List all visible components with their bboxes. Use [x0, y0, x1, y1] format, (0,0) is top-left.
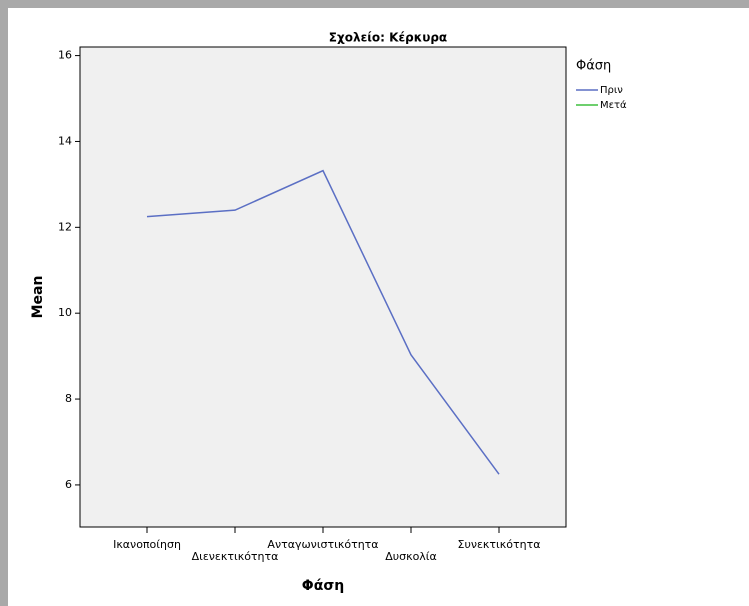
y-tick-label: 6 — [65, 478, 72, 491]
y-tick-label: 12 — [58, 220, 72, 233]
y-axis-title: Mean — [30, 276, 46, 319]
x-tick-label: Συνεκτικότητα — [458, 538, 541, 551]
frame-top — [0, 0, 749, 8]
y-tick-label: 10 — [58, 306, 72, 319]
y-tick-label: 14 — [58, 134, 72, 147]
chart-title: Σχολείο: Κέρκυρα — [329, 31, 447, 45]
plot-area — [79, 46, 567, 528]
line-series — [146, 169, 500, 475]
x-tick-label: Δυσκολία — [385, 550, 437, 563]
legend-label: Μετά — [600, 99, 627, 111]
x-axis-title: Φάση — [302, 578, 344, 594]
legend-label: Πριν — [600, 85, 623, 96]
legend-title: Φάση — [576, 59, 611, 74]
y-tick-label: 16 — [58, 49, 72, 62]
x-tick-label: Ικανοποίηση — [113, 538, 181, 551]
x-tick-label: Διενεκτικότητα — [192, 550, 279, 563]
x-tick-label: Ανταγωνιστικότητα — [267, 538, 378, 551]
frame-left — [0, 0, 8, 606]
y-tick-label: 8 — [65, 392, 72, 405]
